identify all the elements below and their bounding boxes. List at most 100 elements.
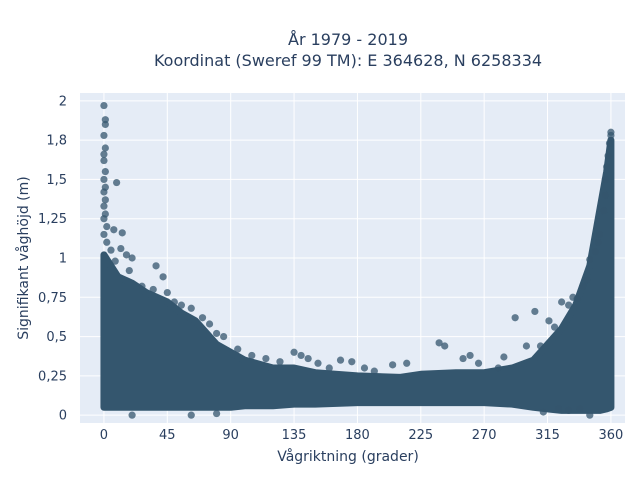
data-point [573, 295, 581, 303]
data-point [591, 248, 600, 256]
data-point [100, 156, 108, 165]
data-point [100, 188, 108, 196]
data-point [138, 282, 146, 290]
data-point [101, 144, 109, 152]
data-point [100, 230, 108, 239]
data-density-envelope [100, 136, 615, 414]
data-point [100, 202, 108, 210]
data-point [128, 411, 136, 419]
data-point [100, 131, 108, 140]
y-tick-label: 1,5 [46, 173, 67, 188]
chart-title-line-1: År 1979 - 2019 [288, 30, 408, 49]
x-tick-label: 225 [408, 428, 433, 443]
data-point [118, 229, 126, 237]
data-point [500, 353, 508, 361]
data-point [494, 364, 502, 372]
y-tick-label: 0,25 [38, 369, 67, 384]
data-point [159, 273, 167, 281]
data-point [601, 175, 609, 184]
data-point [187, 304, 195, 312]
data-point [205, 320, 214, 328]
data-point [607, 131, 615, 140]
x-tick-label: 180 [345, 428, 370, 443]
y-tick-label: 0,5 [46, 330, 67, 345]
data-point [522, 342, 531, 350]
data-point [348, 358, 356, 366]
data-point [125, 266, 133, 275]
data-point [198, 314, 207, 322]
data-point [586, 411, 594, 419]
data-point [389, 361, 397, 369]
data-point [187, 411, 195, 419]
data-point [360, 364, 369, 372]
data-point [113, 178, 121, 187]
data-point [565, 301, 573, 309]
data-point [297, 351, 305, 360]
data-point [539, 408, 547, 416]
data-point [234, 345, 242, 353]
data-point [586, 255, 594, 264]
data-point [466, 351, 474, 360]
data-point [213, 409, 221, 418]
data-point [579, 282, 587, 290]
data-point [163, 288, 171, 297]
x-tick-label: 315 [535, 428, 560, 443]
x-tick-label: 270 [472, 428, 497, 443]
data-point [262, 354, 270, 363]
data-points [100, 101, 615, 419]
data-point [100, 215, 108, 223]
data-point [290, 348, 298, 356]
data-point [111, 257, 119, 265]
data-point [213, 329, 221, 338]
data-point [103, 238, 111, 246]
data-point [550, 323, 559, 331]
data-point [336, 356, 345, 364]
data-point [601, 191, 609, 199]
data-point [536, 342, 545, 350]
dense-point-cloud [100, 136, 615, 414]
x-tick-label: 90 [222, 428, 239, 443]
data-point [531, 307, 539, 316]
data-point [600, 207, 608, 215]
data-point [603, 163, 611, 171]
data-point [100, 175, 108, 184]
data-point [474, 359, 483, 367]
data-point [594, 238, 602, 246]
data-point [101, 196, 109, 204]
data-point [545, 317, 553, 325]
data-point [100, 101, 108, 110]
data-point [596, 230, 604, 239]
data-point [110, 226, 118, 234]
data-point [314, 359, 322, 367]
y-tick-label: 2 [59, 94, 67, 109]
data-point [107, 246, 115, 254]
y-tick-label: 1,8 [46, 134, 67, 149]
data-point [370, 367, 378, 375]
data-point [403, 359, 411, 367]
data-point [101, 120, 109, 129]
data-point [555, 405, 563, 413]
data-point [170, 298, 178, 306]
data-point [177, 301, 185, 309]
x-tick-label: 0 [100, 428, 108, 443]
y-axis-ticks: 0 0,25 0,5 0,75 1 1,25 1,5 1,8 2 [38, 94, 67, 423]
data-point [558, 298, 566, 306]
data-point [100, 150, 108, 158]
y-tick-label: 0 [59, 409, 67, 424]
x-tick-label: 135 [282, 428, 307, 443]
data-point [276, 358, 284, 366]
y-axis-title: Signifikant våghöjd (m) [15, 176, 32, 339]
data-point [459, 354, 467, 363]
data-point [304, 354, 312, 363]
data-point [583, 276, 591, 284]
data-point [605, 139, 614, 147]
x-tick-label: 45 [159, 428, 176, 443]
data-point [576, 405, 584, 413]
data-point [117, 244, 125, 253]
data-point [149, 285, 157, 294]
y-tick-label: 0,75 [38, 291, 67, 306]
data-point [565, 406, 573, 415]
data-point [511, 314, 519, 322]
data-point [128, 254, 136, 262]
data-point [441, 342, 449, 350]
